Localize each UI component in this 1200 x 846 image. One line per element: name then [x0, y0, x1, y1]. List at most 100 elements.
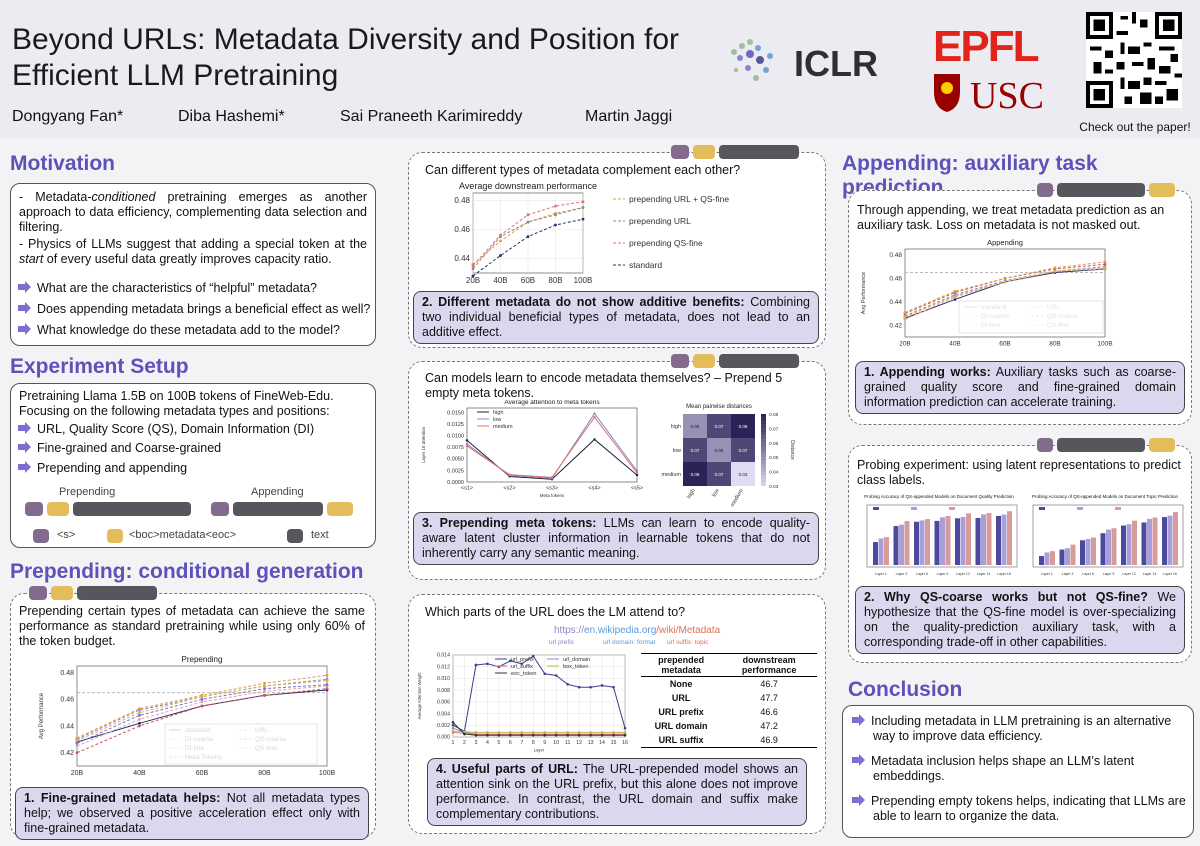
x-tick-label: 100B [574, 276, 593, 285]
data-point [200, 697, 204, 701]
legend-label: url_suffix [511, 664, 533, 670]
meta-attention-chart: 0.0000 0.0025 0.0050 0.0075 0.0100 0.0125 0.01… [421, 400, 643, 498]
series-line-prepending-url [472, 207, 584, 269]
bar [981, 514, 986, 565]
series-line-qs-fine [76, 680, 328, 742]
bar [873, 542, 878, 565]
legend-label: url_domain [563, 657, 590, 663]
bar [1059, 549, 1065, 565]
data-point [543, 731, 547, 734]
qr-code[interactable] [1086, 8, 1182, 112]
plot-frame [1032, 504, 1184, 568]
appending-box: Through appending, we treat metadata pre… [848, 183, 1192, 425]
usc-logo: USC [934, 74, 1044, 114]
motivation-title: Motivation [10, 152, 115, 175]
data-point [554, 733, 558, 737]
data-point [451, 723, 455, 727]
url-callout: 4. Useful parts of URL: The URL-prepende… [427, 758, 807, 826]
x-axis-label: Meta tokens [540, 493, 565, 498]
data-point [526, 213, 530, 217]
table-row: URL suffix 46.9 [641, 733, 817, 748]
chart-title: Appending [987, 238, 1023, 247]
motivation-paragraph-2: - Physics of LLMs suggest that adding a … [19, 237, 367, 266]
url-domain-label: url domain: format [603, 639, 656, 646]
legend-chip-meta [107, 529, 123, 543]
colorbar-label: 0.04 [769, 470, 779, 476]
data-point [566, 731, 569, 734]
data-point [581, 217, 585, 221]
colorbar-segment [761, 442, 766, 447]
motivation-question-3: What knowledge do these metadata add to … [17, 323, 340, 337]
series-line-prepending-url-qs-fine [472, 207, 584, 265]
bar [884, 537, 889, 565]
heatmap-row-label: low [673, 448, 681, 454]
author-1: Dongyang Fan* [12, 108, 124, 125]
colorbar-segment [761, 453, 766, 458]
x-tick-label: 12 [576, 740, 582, 746]
heatmap-cell-label: 0.05 [715, 448, 724, 453]
data-point [499, 254, 502, 257]
heatmap-row-label: medium [661, 472, 681, 478]
data-point [471, 274, 475, 278]
legend-label: standard [629, 260, 662, 270]
y-tick-label: 0.44 [60, 723, 74, 730]
setup-box: Pretraining Llama 1.5B on 100B tokens of… [10, 383, 376, 548]
prepending-chart: 0.42 0.44 0.46 0.48 20B 40B 60B 80B 100B Prependi… [39, 655, 336, 777]
data-point [520, 733, 524, 737]
x-tick-label: 6 [509, 740, 512, 746]
bar [1162, 517, 1167, 565]
x-tick-label: Layer 1 [875, 572, 887, 576]
bar [955, 518, 960, 565]
y-tick-label: 0.0050 [447, 457, 464, 463]
complement-callout: 2. Different metadata do not show additi… [413, 291, 819, 344]
data-point [471, 267, 475, 271]
data-point [593, 416, 596, 419]
x-tick-label: 100B [319, 770, 336, 777]
x-tick-label: <s3> [546, 486, 558, 492]
bar [899, 524, 904, 565]
bar [986, 513, 992, 565]
data-point [589, 733, 592, 737]
bar [1085, 538, 1091, 565]
legend-text: text [311, 529, 329, 541]
chart-title: Average attention to meta tokens [504, 400, 600, 406]
data-point [138, 721, 141, 725]
legend-swatch [1039, 507, 1045, 510]
chip-meta [327, 502, 353, 516]
x-tick-label: 60B [196, 770, 209, 777]
chart-title: Average downstream performance [459, 181, 597, 191]
data-point [263, 681, 266, 685]
data-point [508, 473, 511, 476]
x-tick-label: <s2> [503, 486, 515, 492]
data-point [509, 659, 512, 663]
prepending-box: Prepending certain types of metadata can… [10, 586, 376, 840]
y-tick-label: 0.0150 [447, 410, 464, 416]
series-line-meta-tokens [76, 684, 328, 744]
data-point [1053, 266, 1057, 270]
legend-label: prepending URL [629, 216, 691, 226]
data-point [263, 689, 266, 693]
heatmap-title: Mean pairwise distances [686, 404, 752, 410]
x-tick-label: Layer 6 [1082, 572, 1094, 576]
y-tick-label: 0.0075 [447, 445, 464, 451]
heatmap-cell [731, 414, 755, 438]
arrow-icon [851, 714, 865, 726]
url-attention-chart: 0.000 0.002 0.004 0.006 0.008 0.010 0.012 0.014… [417, 653, 628, 753]
y-tick-label: 0.0100 [447, 434, 464, 440]
data-point [612, 685, 615, 689]
x-tick-label: 11 [565, 740, 570, 746]
complement-box: Can different types of metadata compleme… [408, 145, 826, 348]
data-point [474, 731, 478, 734]
y-tick-label: 0.42 [60, 750, 74, 757]
y-tick-label: 0.006 [437, 700, 450, 706]
data-point [497, 733, 501, 737]
y-tick-label: 0.0025 [447, 468, 464, 474]
url-box: Which parts of the URL does the LM atten… [408, 594, 826, 834]
x-tick-label: 40B [133, 770, 146, 777]
x-tick-label: 14 [599, 740, 605, 746]
chip-text [1057, 183, 1145, 197]
data-point [486, 733, 489, 737]
data-point [465, 442, 469, 446]
x-tick-label: Layer 1 [1041, 572, 1053, 576]
heatmap-cell [707, 462, 731, 486]
